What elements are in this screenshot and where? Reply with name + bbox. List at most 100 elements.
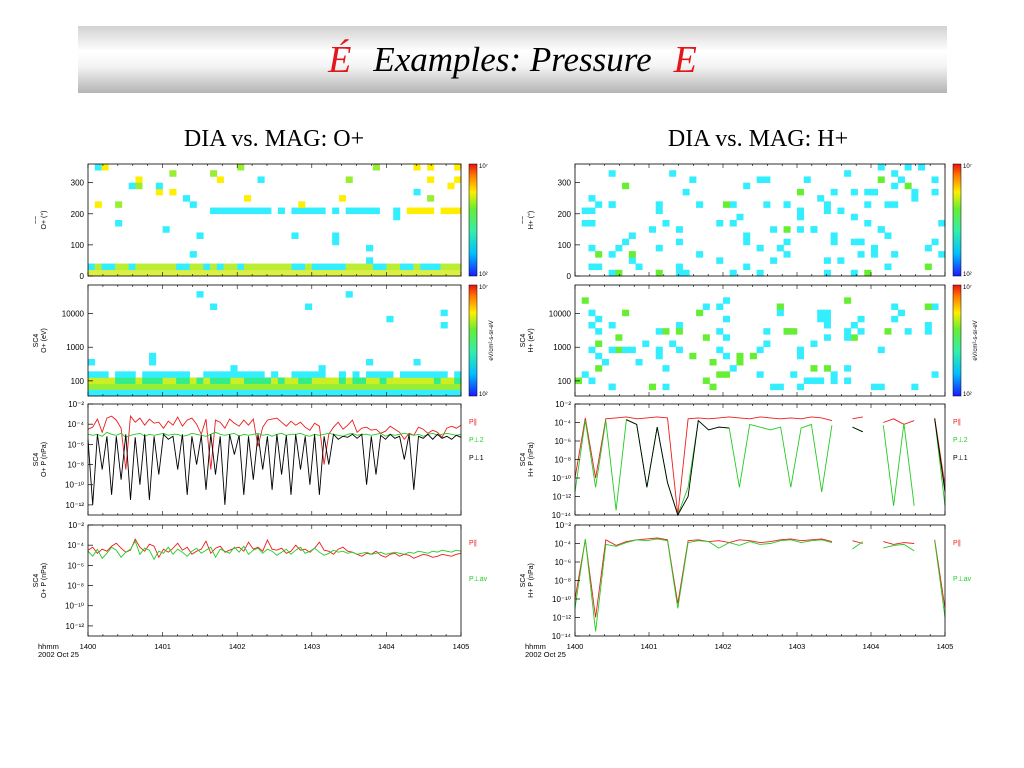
heatmap-cell: [298, 377, 306, 384]
heatmap-cell: [352, 389, 360, 397]
heatmap-cell: [817, 195, 825, 202]
heatmap-cell: [372, 263, 380, 271]
heatmap-cell: [277, 263, 285, 271]
heatmap-cell: [359, 377, 367, 384]
heatmap-cell: [237, 263, 245, 271]
heatmap-cell: [844, 334, 852, 341]
heatmap-cell: [938, 251, 946, 258]
heatmap-cell: [162, 263, 170, 271]
heatmap-cell: [176, 371, 184, 378]
series-line: [574, 537, 946, 618]
heatmap-cell: [595, 263, 603, 271]
heatmap-cell: [850, 238, 858, 246]
heatmap-cell: [588, 346, 596, 354]
colorbar: [952, 284, 962, 397]
heatmap-cell: [345, 383, 353, 391]
heatmap-cell: [203, 383, 211, 391]
heatmap-cell: [277, 377, 285, 384]
heatmap-cell: [454, 207, 462, 215]
heatmap-cell: [823, 257, 831, 264]
heatmap-cell: [115, 220, 123, 227]
heatmap-cell: [298, 269, 306, 277]
heatmap-cell: [101, 389, 109, 397]
heatmap-cell: [379, 263, 387, 271]
colorbar-unit-label: eV/cm²-s-sr-eV: [489, 320, 495, 360]
heatmap-cell: [864, 220, 872, 227]
heatmap-cell: [305, 389, 313, 397]
y-tick-label: 10⁻¹⁴: [552, 632, 572, 641]
title-glyph-right: E: [673, 38, 697, 81]
heatmap-cell: [891, 170, 899, 177]
heatmap-cell: [338, 195, 347, 202]
heatmap-cell: [332, 232, 340, 239]
heatmap-cell: [345, 269, 353, 277]
legend-entry: P∥: [953, 539, 961, 547]
heatmap-cell: [155, 263, 163, 271]
y-tick-label: 10⁻²: [68, 400, 84, 409]
heatmap-cell: [393, 383, 401, 391]
heatmap-cell: [830, 238, 838, 246]
heatmap-cell: [823, 207, 831, 215]
left-column-title: DIA vs. MAG: O+: [183, 126, 365, 152]
heatmap-cell: [318, 269, 326, 277]
heatmap-cell: [891, 251, 899, 258]
heatmap-cell: [135, 389, 143, 397]
heatmap-cell: [189, 263, 197, 271]
heatmap-cell: [454, 371, 462, 378]
heatmap-cell: [924, 244, 932, 252]
heatmap-cell: [662, 383, 670, 391]
heatmap-cell: [447, 182, 455, 190]
time-tick-label: 1404: [378, 642, 395, 651]
heatmap-cell: [142, 389, 150, 397]
heatmap-cell: [763, 340, 771, 347]
heatmap-cell: [128, 371, 136, 378]
heatmap-cell: [723, 201, 731, 208]
heatmap-cell: [897, 309, 905, 317]
heatmap-left-energy: SC4 O+ (eV) 100 1000 10000 10⁷ 10² eV/cm²-s-sr-…: [33, 284, 495, 398]
legend-entry: P⊥av: [469, 576, 488, 583]
heatmap-cell: [427, 389, 435, 397]
heatmap-cell: [257, 207, 265, 215]
heatmap-cell: [675, 263, 683, 271]
heatmap-cell: [298, 201, 306, 208]
heatmap-cell: [169, 269, 177, 277]
heatmap-cell: [142, 371, 150, 378]
heatmap-cell: [427, 195, 435, 202]
heatmap-cell: [162, 377, 170, 384]
heatmap-cell: [406, 207, 414, 215]
heatmap-cell: [797, 207, 805, 215]
heatmap-cell: [366, 244, 374, 252]
heatmap-cell: [250, 389, 258, 397]
heatmap-cell: [345, 263, 353, 271]
heatmap-cell: [264, 389, 272, 397]
heatmap-cell: [189, 251, 197, 258]
heatmap-cell: [338, 263, 347, 271]
heatmap-cell: [284, 389, 292, 397]
heatmap-cell: [440, 377, 448, 384]
heatmap-cell: [406, 377, 414, 384]
heatmap-cell: [291, 389, 299, 397]
heatmap-cell: [250, 263, 258, 271]
heatmap-cell: [291, 377, 299, 384]
heatmap-cell: [121, 269, 129, 277]
time-tick-label: 1400: [80, 642, 97, 651]
heatmap-cell: [162, 389, 170, 397]
heatmap-cell: [790, 371, 798, 378]
heatmap-cell: [311, 377, 319, 384]
colorbar-max-label: 10⁷: [479, 163, 488, 170]
right-column-title: DIA vs. MAG: H+: [667, 126, 849, 152]
heatmap-cell: [823, 269, 831, 277]
heatmap-cell: [196, 269, 204, 277]
heatmap-cell: [406, 269, 414, 277]
heatmap-cell: [216, 371, 224, 378]
heatmap-cell: [386, 269, 394, 277]
heatmap-cell: [399, 383, 408, 391]
heatmap-cell: [203, 263, 211, 271]
legend-entry: P⊥2: [469, 437, 484, 444]
heatmap-cell: [169, 263, 177, 271]
heatmap-cell: [716, 257, 724, 264]
heatmap-cell: [243, 263, 252, 271]
heatmap-cell: [823, 334, 831, 341]
heatmap-cell: [352, 377, 360, 384]
heatmap-cell: [864, 269, 872, 277]
